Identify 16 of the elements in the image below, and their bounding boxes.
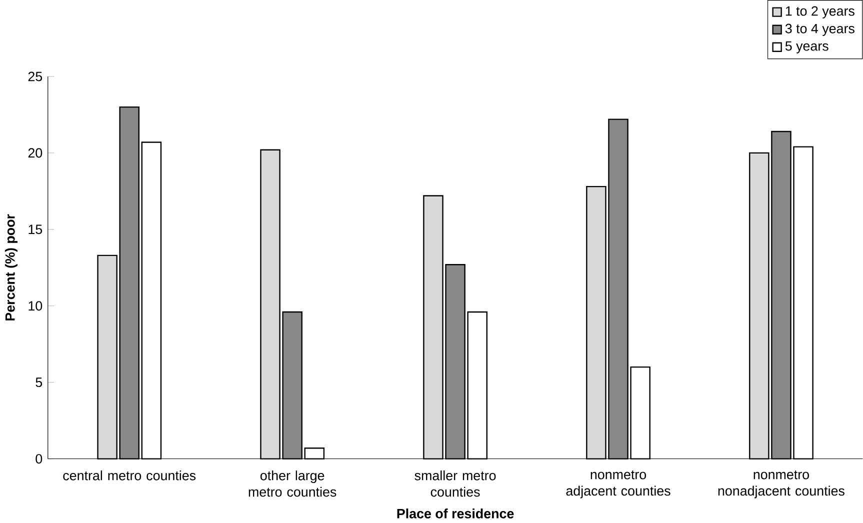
y-axis-title: Percent (%) poor <box>4 214 18 320</box>
y-tick-label: 20 <box>28 148 42 158</box>
y-tick-label: 0 <box>36 454 42 464</box>
y-tick-label: 10 <box>28 300 42 310</box>
legend-label: 1 to 2 years <box>786 6 854 18</box>
x-tick-label: smaller metro counties <box>414 470 496 497</box>
legend-label: 3 to 4 years <box>785 24 854 36</box>
x-tick-label: nonmetro nonadjacent counties <box>718 470 844 498</box>
y-tick-label: 15 <box>28 224 42 234</box>
x-axis-title: Place of residence <box>397 508 514 518</box>
y-tick-label: 25 <box>28 72 42 82</box>
x-tick-label: central metro counties <box>63 470 196 480</box>
legend-label: 5 years <box>785 41 828 54</box>
y-tick-label: 5 <box>36 378 42 387</box>
x-tick-label: other large metro counties <box>248 470 336 497</box>
x-tick-label: nonmetro adjacent counties <box>566 470 670 498</box>
